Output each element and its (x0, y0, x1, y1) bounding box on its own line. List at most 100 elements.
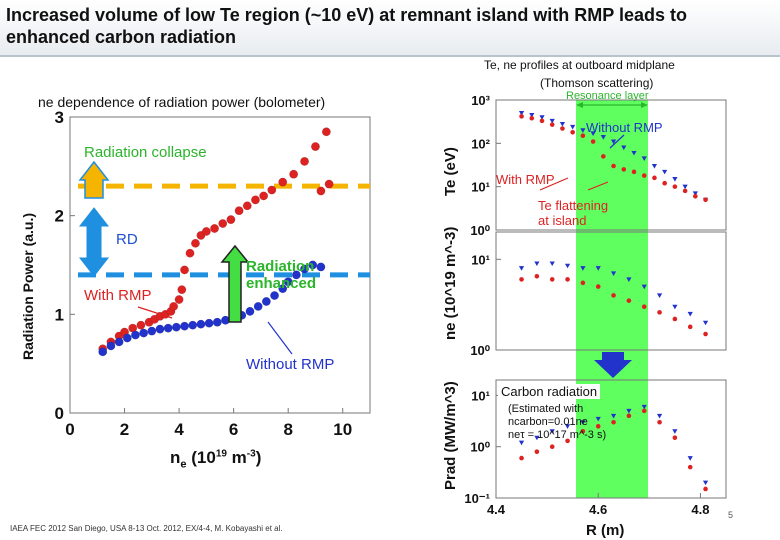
left-data-point (169, 301, 179, 311)
left-ytick-label: 2 (55, 207, 64, 226)
right-data-point (702, 320, 709, 326)
right-data-point (519, 114, 524, 119)
right-data-point (564, 424, 571, 429)
left-data-point (98, 347, 108, 357)
ann-radiation-collapse: Radiation collapse (84, 144, 207, 161)
right-data-point (641, 408, 647, 414)
right-data-point (534, 273, 540, 279)
right-data-point (651, 163, 658, 169)
resonance-arrow-right-head (641, 102, 648, 108)
right-data-point (549, 118, 555, 124)
right-data-point (672, 184, 678, 189)
right-ytick-label: 10⁰ (470, 343, 490, 358)
right-data-point (626, 413, 632, 419)
collapse-arrow (78, 160, 110, 199)
left-data-point (251, 195, 260, 205)
te-flattening-label: Te flattening at island (538, 198, 608, 228)
left-ticks: 0 2 4 6 8 10 0 1 2 3 (55, 108, 353, 439)
right-data-point (529, 113, 535, 118)
right-data-point (600, 135, 606, 140)
ann-without-rmp: Without RMP (246, 356, 335, 373)
right-data-point (657, 419, 662, 425)
left-data-point (212, 317, 222, 327)
left-data-point (278, 177, 288, 187)
left-data-point (270, 291, 279, 301)
right-data-point (662, 169, 668, 175)
right-data-point (687, 311, 693, 317)
right-data-point (580, 266, 586, 271)
left-plot-frame (69, 116, 371, 414)
estimation-note: (Estimated with ncarbon=0.01ne neτ = 10^… (508, 403, 606, 442)
right-data-point (703, 331, 708, 337)
right-ytick-label: 10¹ (471, 388, 490, 403)
right-header-1: Te, ne profiles at outboard midplane (484, 58, 675, 72)
right-data-point (529, 115, 535, 121)
left-data-point (139, 328, 149, 338)
rd-arrow (78, 207, 110, 277)
right-data-point (595, 416, 601, 422)
right-data-point (621, 167, 627, 172)
left-xtick-label: 10 (333, 420, 352, 439)
right-data-point (703, 486, 708, 492)
right-data-point (570, 129, 575, 135)
left-data-point (259, 191, 269, 201)
carbon-radiation-label: Carbon radiation (498, 384, 601, 399)
left-data-point (311, 142, 320, 152)
left-data-point (316, 186, 326, 196)
right-data-point (672, 177, 678, 182)
footer: IAEA FEC 2012 San Diego, USA 8-13 Oct. 2… (10, 524, 283, 533)
left-data-point (308, 260, 318, 270)
left-data-point (122, 333, 132, 343)
slide-title: Increased volume of low Te region (~10 e… (6, 4, 776, 48)
right-data-point (652, 175, 657, 181)
right-data-point (564, 263, 571, 269)
right-data-point (565, 277, 570, 282)
right-data-point (682, 184, 688, 190)
right-data-point (595, 266, 601, 271)
left-data-point (253, 301, 263, 311)
right-ytick-label: 10³ (471, 93, 490, 108)
right-data-point (621, 145, 627, 151)
left-xtick-label: 0 (65, 420, 74, 439)
right-data-point (560, 126, 565, 131)
with-rmp-right-pointer (539, 177, 569, 191)
right-data-point (534, 435, 540, 441)
right-points (518, 111, 709, 492)
right-ticks: 10⁰ 10¹ 10² 10³ 10⁰ 10¹ 10⁻¹ 10⁰ 10¹ 4.4 4.6 4.8 (464, 93, 709, 517)
left-xtick-label: 8 (283, 420, 292, 439)
right-data-point (519, 455, 524, 461)
right-data-point (580, 428, 586, 434)
left-data-point (300, 156, 309, 166)
left-data-point (267, 185, 277, 195)
right-with-label: With RMP (496, 172, 555, 187)
left-data-point (131, 330, 140, 340)
left-xtick-label: 6 (229, 420, 238, 439)
right-data-point (539, 118, 545, 124)
right-without-label: Without RMP (586, 120, 663, 135)
right-data-point (549, 277, 555, 282)
prad-frame (495, 379, 727, 499)
right-xlabel: R (m) (586, 522, 625, 539)
right-ytick-label: 10⁰ (470, 223, 490, 238)
left-ytick-label: 1 (55, 305, 64, 324)
right-data-point (518, 440, 525, 446)
right-ytick-label: 10⁻¹ (464, 491, 490, 506)
right-data-point (590, 131, 596, 136)
left-xlabel: ne (1019 m-3) (170, 448, 262, 471)
right-data-point (672, 429, 678, 434)
left-data-point (316, 262, 326, 272)
left-data-point (278, 284, 288, 294)
flattening-pointer (587, 181, 609, 191)
right-data-point (631, 150, 637, 156)
right-data-point (595, 424, 601, 429)
ann-with-rmp: With RMP (84, 287, 152, 304)
right-data-point (580, 420, 586, 425)
left-data-point (174, 295, 184, 304)
with-rmp-pointer (137, 306, 173, 319)
ann-enhanced-line1: Radiation (246, 258, 315, 275)
right-data-point (549, 444, 555, 450)
right-data-point (518, 266, 525, 271)
left-ytick-label: 3 (55, 108, 64, 127)
without-rmp-right-pointer (609, 134, 625, 149)
